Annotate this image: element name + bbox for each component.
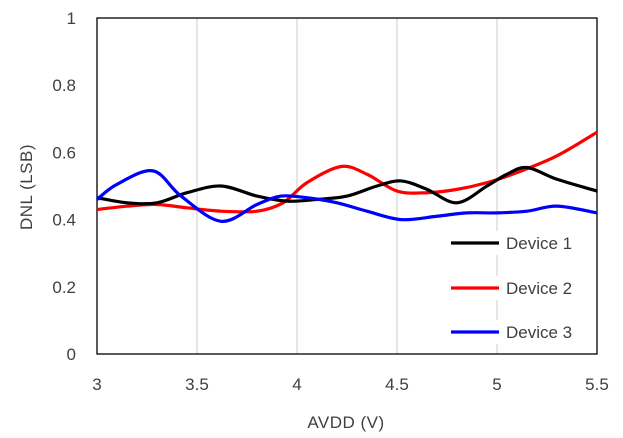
x-tick-label: 4.5 xyxy=(385,375,409,394)
legend: Device 1 Device 2 Device 3 xyxy=(446,231,596,344)
x-tick-label: 3.5 xyxy=(185,375,209,394)
x-tick-label: 5.5 xyxy=(585,375,609,394)
axes xyxy=(96,17,598,355)
y-tick-label: 0.8 xyxy=(52,76,76,95)
y-tick-label: 0 xyxy=(67,345,76,364)
series-line-device-3 xyxy=(95,169,598,223)
y-tick-label: 0.4 xyxy=(52,211,76,230)
y-axis-title: DNL (LSB) xyxy=(17,144,36,230)
x-axis-title: AVDD (V) xyxy=(307,413,384,432)
legend-label: Device 2 xyxy=(506,279,572,298)
legend-label: Device 3 xyxy=(506,323,572,342)
x-tick-label: 4 xyxy=(292,375,301,394)
y-tick-label: 0.2 xyxy=(52,278,76,297)
plot-border xyxy=(96,17,598,355)
x-tick-label: 5 xyxy=(492,375,501,394)
y-tick-label: 0.6 xyxy=(52,143,76,162)
y-tick-label: 1 xyxy=(67,9,76,28)
series-line-device-1 xyxy=(96,165,598,206)
legend-label: Device 1 xyxy=(506,234,572,253)
series-lines xyxy=(95,130,598,223)
tick-labels: 3 3.5 4 4.5 5 5.5 0 0.2 0.4 0.6 0.8 1 xyxy=(52,9,608,394)
x-tick-label: 3 xyxy=(92,375,101,394)
